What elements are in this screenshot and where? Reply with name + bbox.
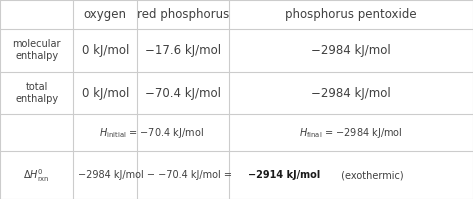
Text: phosphorus pentoxide: phosphorus pentoxide — [285, 8, 417, 21]
Text: total
enthalpy: total enthalpy — [15, 82, 58, 104]
Text: −70.4 kJ/mol: −70.4 kJ/mol — [145, 87, 221, 100]
Text: 0 kJ/mol: 0 kJ/mol — [81, 44, 129, 57]
Text: −2984 kJ/mol: −2984 kJ/mol — [311, 44, 391, 57]
Text: −17.6 kJ/mol: −17.6 kJ/mol — [145, 44, 221, 57]
Text: (exothermic): (exothermic) — [338, 170, 404, 180]
Text: 0 kJ/mol: 0 kJ/mol — [81, 87, 129, 100]
Text: −2984 kJ/mol: −2984 kJ/mol — [311, 87, 391, 100]
Text: −2914 kJ/mol: −2914 kJ/mol — [248, 170, 321, 180]
Text: molecular
enthalpy: molecular enthalpy — [12, 39, 61, 61]
Text: oxygen: oxygen — [84, 8, 127, 21]
Text: $H_\mathrm{final}$ = −2984 kJ/mol: $H_\mathrm{final}$ = −2984 kJ/mol — [299, 126, 403, 140]
Text: red phosphorus: red phosphorus — [137, 8, 229, 21]
Text: −2984 kJ/mol − −70.4 kJ/mol =: −2984 kJ/mol − −70.4 kJ/mol = — [78, 170, 235, 180]
Text: $\Delta H^0_\mathrm{rxn}$: $\Delta H^0_\mathrm{rxn}$ — [23, 167, 50, 183]
Text: $H_\mathrm{initial}$ = −70.4 kJ/mol: $H_\mathrm{initial}$ = −70.4 kJ/mol — [99, 126, 204, 140]
